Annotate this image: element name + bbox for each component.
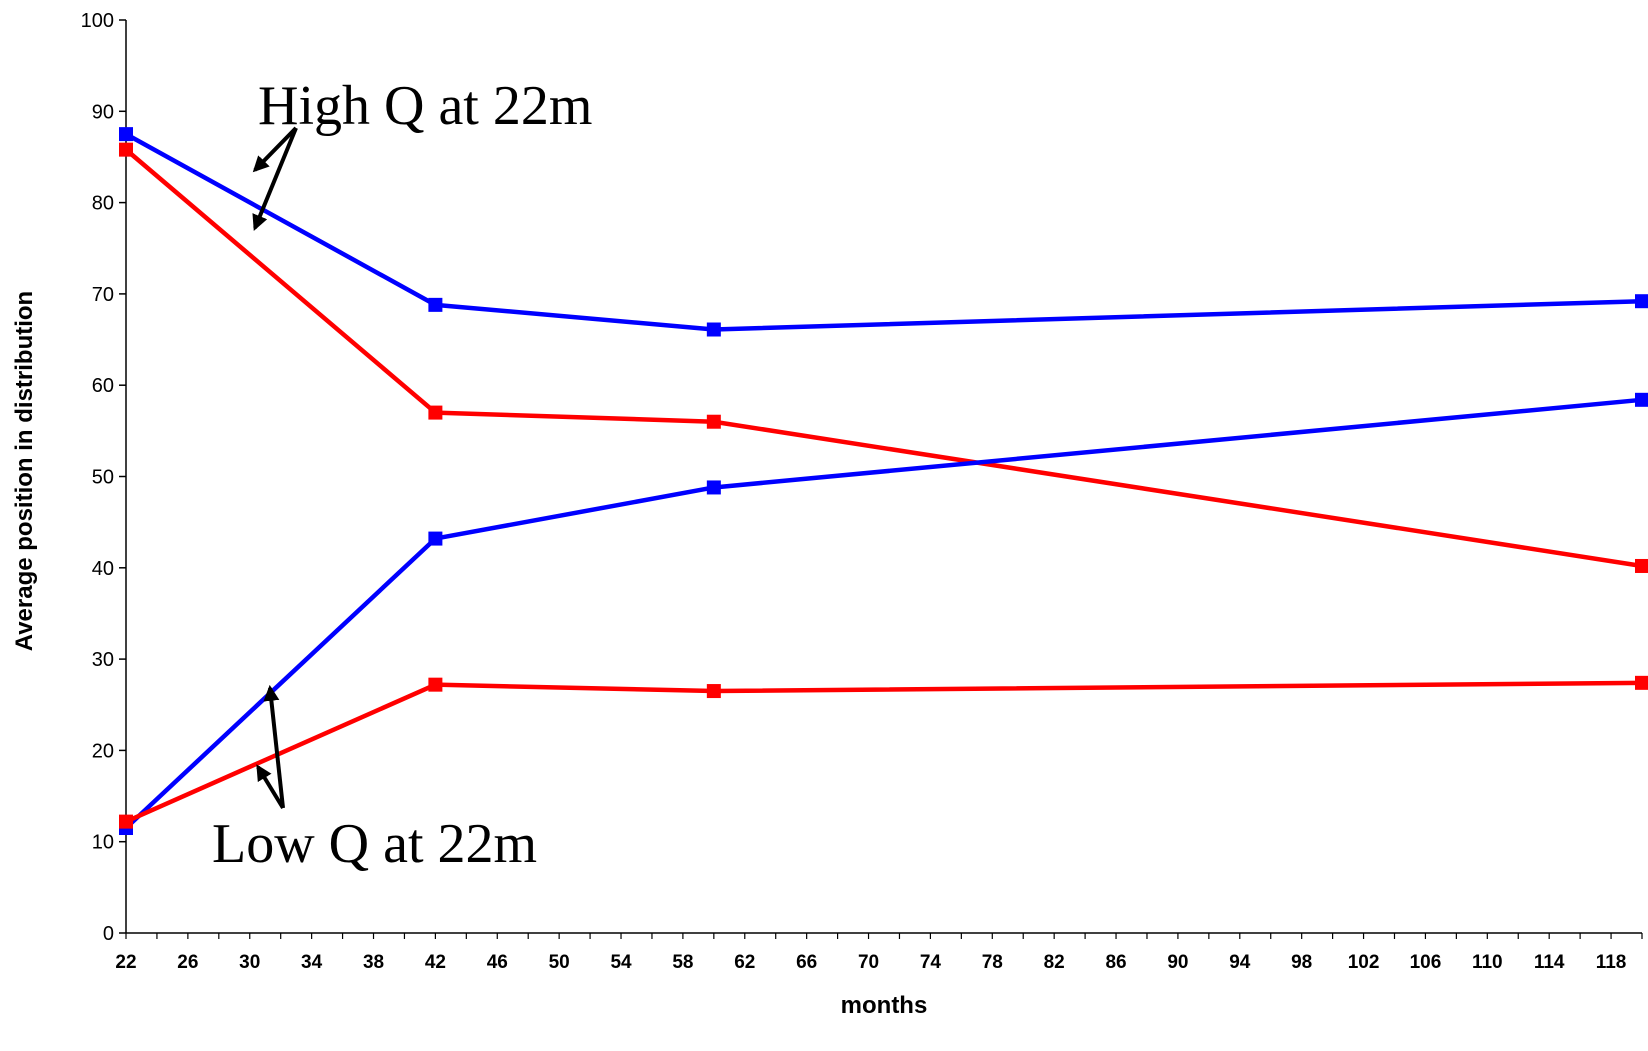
series-1-point <box>428 297 443 312</box>
x-tick-label: 70 <box>858 952 879 973</box>
y-tick-label: 80 <box>92 193 114 215</box>
x-tick-label: 106 <box>1410 952 1442 973</box>
x-tick-label: 22 <box>115 952 136 973</box>
x-tick-label: 82 <box>1044 952 1065 973</box>
series-1-line <box>124 132 1643 332</box>
y-tick-label: 70 <box>92 284 114 306</box>
series-4-point <box>1635 675 1648 690</box>
series-3-point <box>1635 392 1648 407</box>
series-3-point <box>706 480 721 495</box>
series-2-point <box>119 142 133 157</box>
series-2-point <box>706 414 721 429</box>
x-tick-label: 34 <box>301 952 323 973</box>
x-tick-label: 54 <box>610 952 632 973</box>
annotation-arrows <box>252 126 298 810</box>
x-tick-label: 58 <box>672 952 693 973</box>
series-3-line <box>124 397 1643 830</box>
x-tick-label: 78 <box>982 952 1003 973</box>
arrow-high-q-1 <box>252 126 298 173</box>
series-points <box>119 127 1648 836</box>
y-tick-label: 50 <box>92 467 114 489</box>
x-tick-label: 94 <box>1229 952 1251 973</box>
x-tick-label: 50 <box>549 952 570 973</box>
x-tick-label: 66 <box>796 952 817 973</box>
series-2-point <box>428 405 443 420</box>
annotation-high-q: High Q at 22m <box>258 75 592 137</box>
series-4-point <box>706 684 721 699</box>
arrow-low-q-2 <box>256 764 285 810</box>
y-tick-label: 60 <box>92 375 114 397</box>
y-tick-label: 90 <box>92 101 114 123</box>
x-tick-label: 110 <box>1472 952 1503 973</box>
x-tick-label: 98 <box>1291 952 1312 973</box>
y-axis-title: Average position in distribution <box>11 291 38 651</box>
x-tick-label: 102 <box>1348 952 1380 973</box>
x-tick-label: 42 <box>425 952 446 973</box>
axes <box>125 20 1642 934</box>
x-tick-label: 62 <box>734 952 755 973</box>
series-2-line <box>124 147 1643 569</box>
series-2-point <box>1635 558 1648 573</box>
arrow-low-q-1 <box>263 684 285 809</box>
series-1-point <box>1635 294 1648 309</box>
series-4-line <box>125 680 1643 824</box>
series-lines <box>124 132 1643 830</box>
y-axis-ticks: 0 10 20 30 40 50 60 70 80 90 100 <box>81 10 126 945</box>
x-tick-label: 38 <box>363 952 384 973</box>
y-tick-label: 0 <box>103 923 114 945</box>
series-1-point <box>706 322 721 337</box>
x-tick-label: 90 <box>1167 952 1188 973</box>
x-tick-label: 74 <box>920 952 942 973</box>
x-axis-ticks: 22 26 30 34 38 42 46 50 54 58 62 66 70 74 78 82 86 90 94 98… <box>115 933 1643 973</box>
series-4-point <box>428 677 443 692</box>
x-axis-title: months <box>841 992 928 1019</box>
series-4-point <box>119 814 133 829</box>
y-tick-label: 10 <box>92 832 114 854</box>
x-tick-label: 86 <box>1105 952 1126 973</box>
x-tick-label: 46 <box>487 952 508 973</box>
annotation-low-q: Low Q at 22m <box>212 813 537 875</box>
y-tick-label: 20 <box>92 740 114 762</box>
arrow-high-q-2 <box>252 127 298 231</box>
x-tick-label: 30 <box>239 952 260 973</box>
x-tick-label: 26 <box>177 952 198 973</box>
y-tick-label: 40 <box>92 558 114 580</box>
series-3-point <box>428 531 443 546</box>
series-1-point <box>119 127 133 142</box>
x-tick-label: 118 <box>1596 952 1627 973</box>
y-tick-label: 30 <box>92 649 114 671</box>
x-tick-label: 114 <box>1534 952 1565 973</box>
y-tick-label: 100 <box>81 10 114 32</box>
